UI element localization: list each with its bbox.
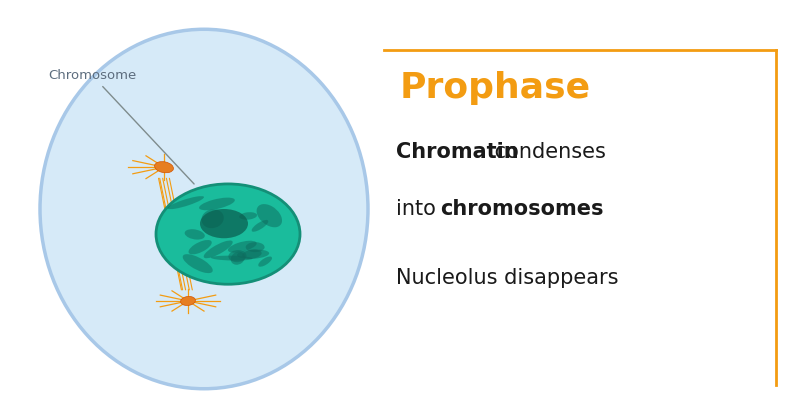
Ellipse shape xyxy=(202,209,224,228)
Ellipse shape xyxy=(156,184,300,284)
Ellipse shape xyxy=(189,240,212,255)
Ellipse shape xyxy=(239,212,257,220)
Ellipse shape xyxy=(211,256,253,260)
Text: Chromosome: Chromosome xyxy=(48,69,194,184)
Text: Nucleolus disappears: Nucleolus disappears xyxy=(396,268,618,288)
Ellipse shape xyxy=(237,250,270,259)
Ellipse shape xyxy=(199,198,235,210)
Text: Chromatin: Chromatin xyxy=(396,142,518,162)
Ellipse shape xyxy=(246,242,265,252)
Text: condenses: condenses xyxy=(488,142,606,162)
Ellipse shape xyxy=(182,254,213,273)
Ellipse shape xyxy=(252,220,268,232)
Ellipse shape xyxy=(200,209,248,238)
Ellipse shape xyxy=(185,229,205,240)
Ellipse shape xyxy=(242,250,262,259)
Text: Prophase: Prophase xyxy=(400,71,591,105)
Text: chromosomes: chromosomes xyxy=(440,199,603,219)
Ellipse shape xyxy=(40,29,368,389)
Ellipse shape xyxy=(204,240,233,258)
Text: into: into xyxy=(396,199,442,219)
Ellipse shape xyxy=(230,252,245,265)
Ellipse shape xyxy=(257,204,282,227)
Ellipse shape xyxy=(181,296,195,306)
Ellipse shape xyxy=(154,162,174,173)
Ellipse shape xyxy=(228,241,257,252)
Ellipse shape xyxy=(228,250,246,262)
Ellipse shape xyxy=(168,196,204,209)
Ellipse shape xyxy=(258,257,272,267)
